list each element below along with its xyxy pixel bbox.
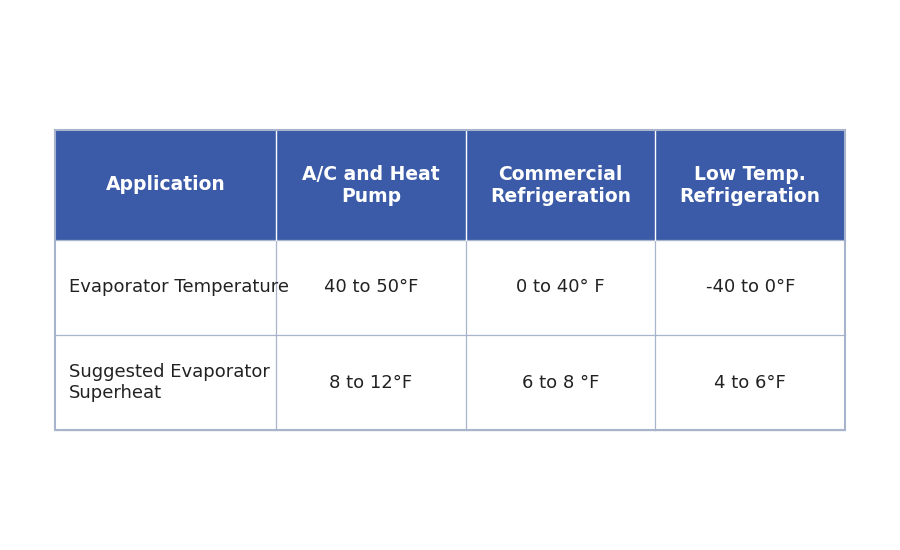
Text: A/C and Heat
Pump: A/C and Heat Pump	[302, 164, 440, 206]
Text: Application: Application	[105, 175, 226, 195]
Text: 0 to 40° F: 0 to 40° F	[517, 278, 605, 296]
Text: 8 to 12°F: 8 to 12°F	[329, 373, 412, 392]
Bar	[55, 130, 845, 430]
Text: Low Temp.
Refrigeration: Low Temp. Refrigeration	[680, 164, 821, 206]
Text: 6 to 8 °F: 6 to 8 °F	[522, 373, 599, 392]
Text: Commercial
Refrigeration: Commercial Refrigeration	[491, 164, 631, 206]
Text: 40 to 50°F: 40 to 50°F	[324, 278, 418, 296]
Text: 4 to 6°F: 4 to 6°F	[715, 373, 786, 392]
Bar	[55, 130, 845, 430]
Bar	[55, 130, 845, 240]
Text: Suggested Evaporator
Superheat: Suggested Evaporator Superheat	[69, 363, 270, 402]
Text: Evaporator Temperature: Evaporator Temperature	[69, 278, 289, 296]
Text: -40 to 0°F: -40 to 0°F	[706, 278, 795, 296]
